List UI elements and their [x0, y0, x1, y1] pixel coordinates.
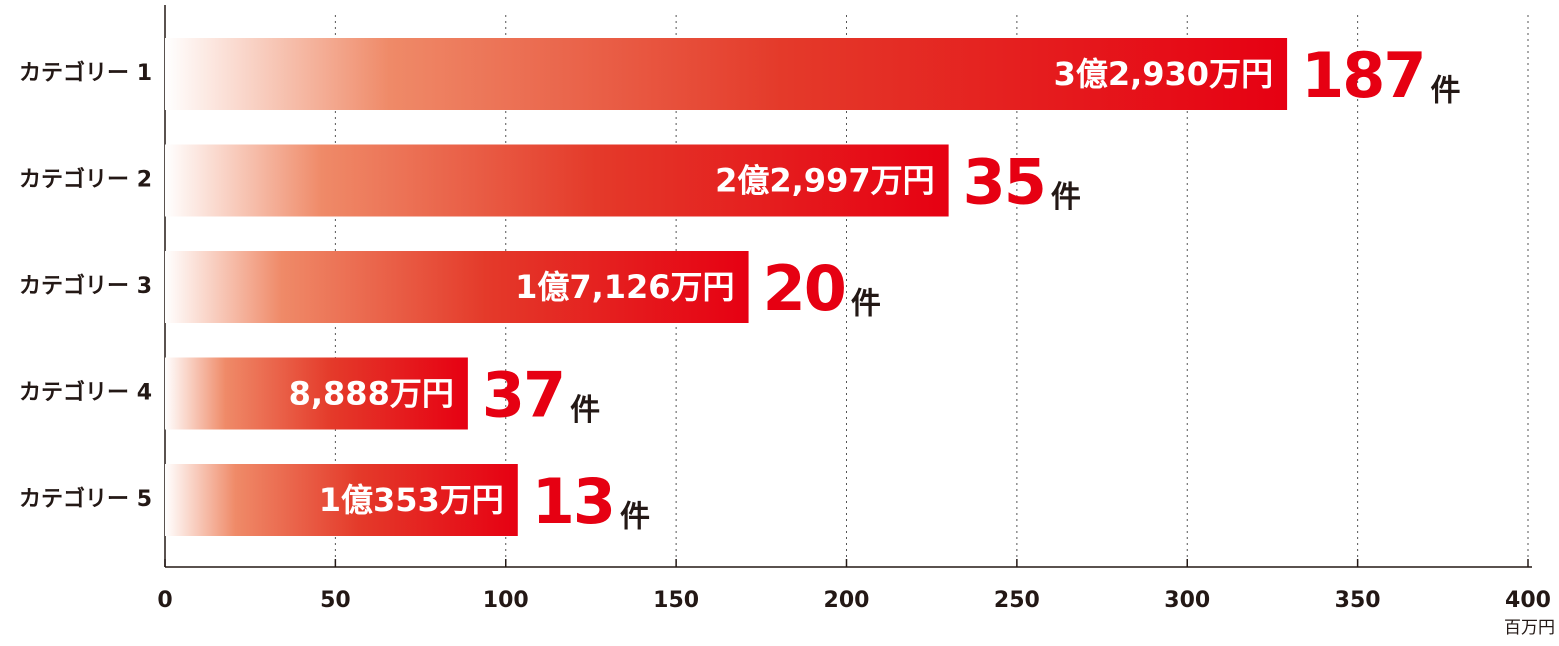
x-unit: 百万円 — [1504, 618, 1555, 638]
count-unit: 件 — [851, 287, 881, 322]
x-tick-label: 0 — [157, 588, 172, 613]
value-label: 3億2,930万円 — [1054, 55, 1274, 93]
bar — [165, 357, 468, 430]
value-label: 8,888万円 — [289, 375, 454, 413]
value-label: 2億2,997万円 — [715, 162, 935, 200]
x-tick-label: 400 — [1505, 588, 1551, 613]
category-label: カテゴリー 1 — [19, 60, 152, 86]
count-unit: 件 — [1431, 74, 1461, 109]
bar — [165, 251, 749, 323]
bar — [165, 38, 1288, 110]
bar — [165, 464, 518, 536]
count-label: 13 — [532, 465, 614, 538]
category-label: カテゴリー 4 — [19, 380, 152, 406]
count-label: 187 — [1301, 39, 1424, 112]
category-label: カテゴリー 3 — [19, 273, 152, 299]
x-tick-label: 200 — [824, 588, 870, 613]
x-tick-label: 250 — [994, 588, 1040, 613]
category-label: カテゴリー 2 — [19, 167, 152, 193]
x-tick-label: 50 — [320, 588, 351, 613]
value-label: 1億7,126万円 — [515, 268, 735, 306]
count-unit: 件 — [1051, 180, 1081, 215]
count-label: 20 — [763, 252, 845, 325]
x-tick-label: 100 — [483, 588, 529, 613]
count-label: 37 — [482, 359, 564, 432]
count-unit: 件 — [570, 393, 600, 428]
category-label: カテゴリー 5 — [19, 486, 152, 512]
count-unit: 件 — [620, 500, 650, 535]
bar — [165, 144, 949, 217]
value-label: 1億353万円 — [319, 481, 504, 519]
x-tick-label: 300 — [1164, 588, 1210, 613]
x-tick-label: 350 — [1335, 588, 1381, 613]
count-label: 35 — [963, 146, 1045, 219]
x-tick-label: 150 — [653, 588, 699, 613]
